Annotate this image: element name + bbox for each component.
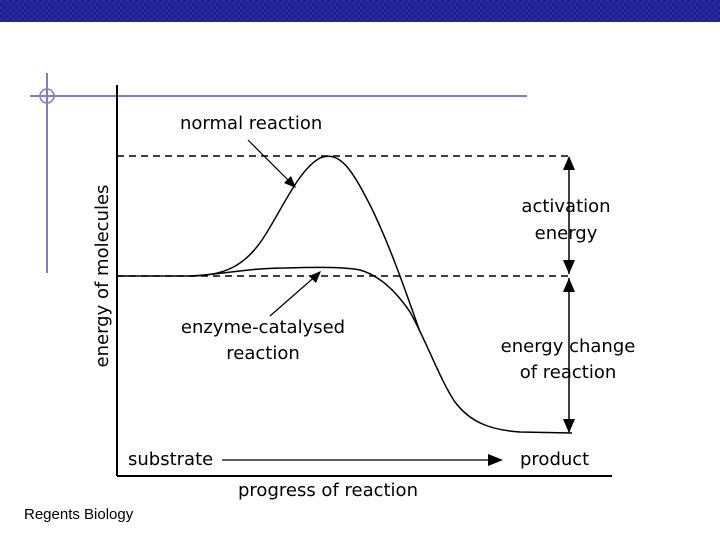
y-axis-label: energy of molecules: [92, 185, 113, 368]
label-activation-line2: energy: [535, 223, 598, 244]
enzyme-pointer-line: [269, 273, 319, 317]
label-enzyme-line1: enzyme-catalysed: [181, 317, 345, 338]
energy-change-arrow-head-down: [563, 419, 575, 433]
progress-arrow-head: [488, 454, 503, 466]
activation-arrow-head-up: [563, 156, 575, 170]
activation-arrow-head-down: [563, 260, 575, 274]
label-normal-reaction: normal reaction: [180, 113, 322, 134]
label-activation-line1: activation: [521, 196, 610, 217]
x-axis-label: progress of reaction: [238, 480, 418, 501]
label-energy-change-line2: of reaction: [520, 362, 617, 383]
normal-pointer-head: [284, 176, 296, 188]
title-bar: [0, 0, 720, 22]
enzyme-reaction-curve: [189, 266, 573, 434]
normal-pointer-line: [247, 139, 294, 186]
decor-crosshair: [39, 88, 55, 104]
label-substrate: substrate: [128, 449, 213, 470]
label-product: product: [520, 449, 589, 470]
footer-text: Regents Biology: [24, 506, 134, 523]
label-enzyme-line2: reaction: [226, 343, 300, 364]
normal-reaction-curve: [117, 155, 421, 333]
label-energy-change-line1: energy change: [501, 336, 636, 357]
enzyme-pointer-head: [309, 271, 321, 283]
energy-change-arrow-head-up: [563, 278, 575, 292]
